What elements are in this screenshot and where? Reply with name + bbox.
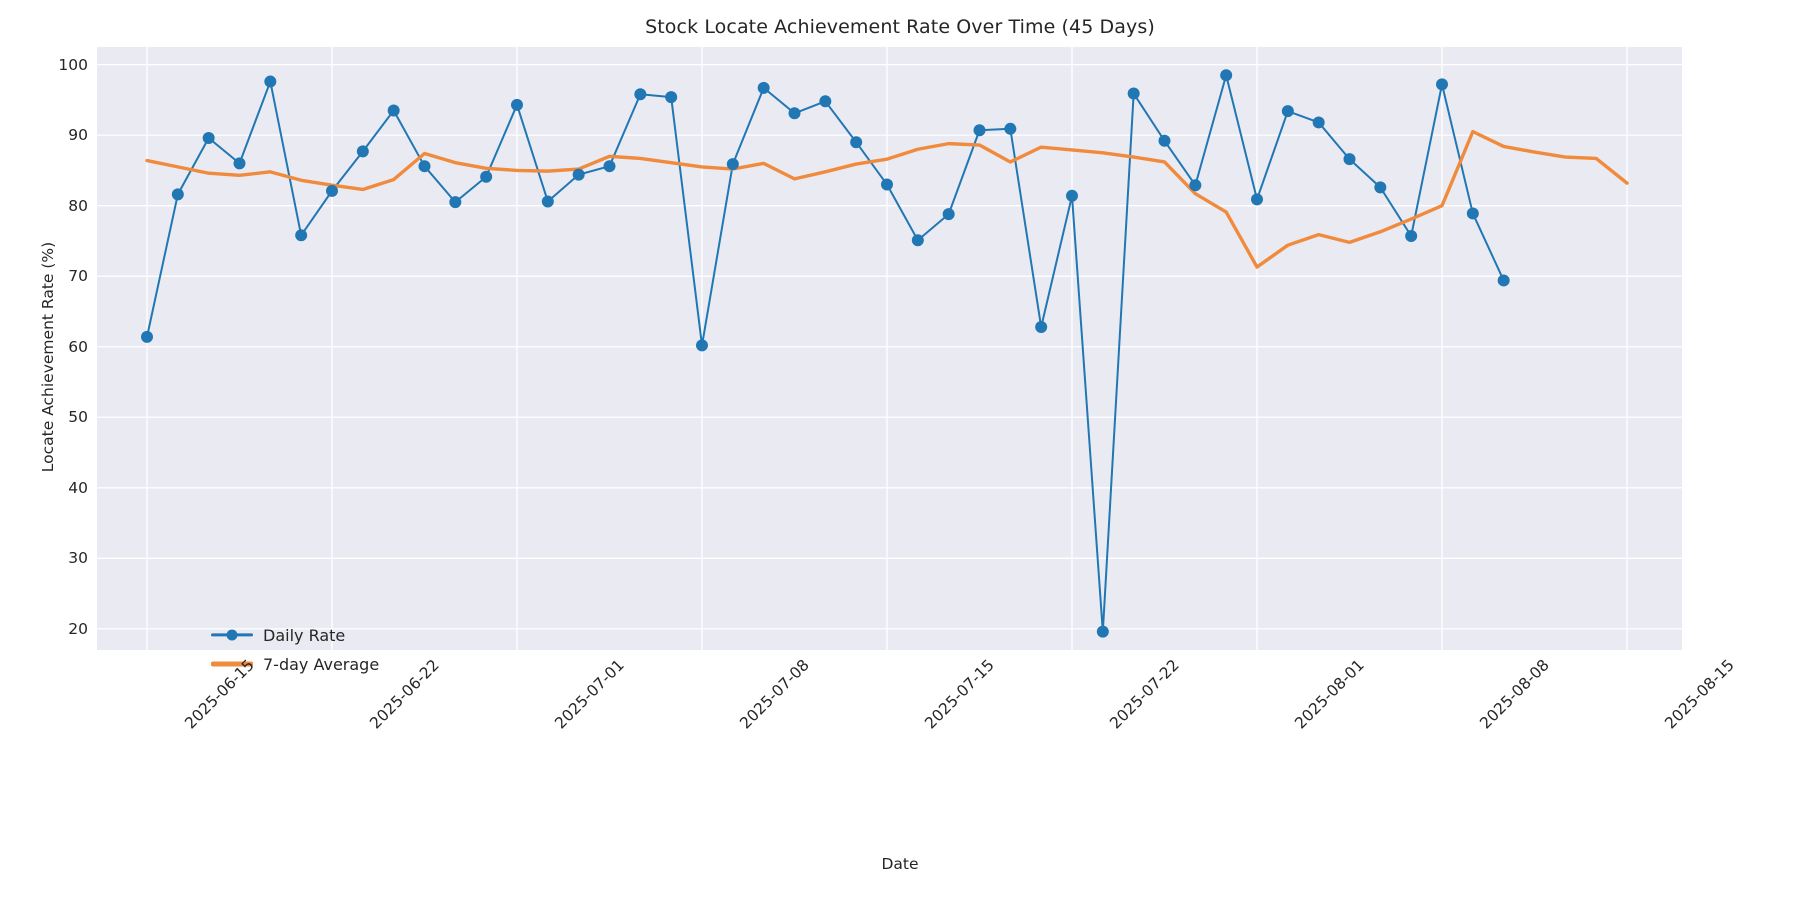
x-tick-label: 2025-08-08 xyxy=(1476,656,1553,733)
y-tick-label: 70 xyxy=(68,267,88,286)
data-series-layer xyxy=(141,69,1629,638)
y-tick-label: 40 xyxy=(68,478,88,497)
x-tick-label: 2025-06-22 xyxy=(366,656,443,733)
y-tick-label: 20 xyxy=(68,619,88,638)
chart-title: Stock Locate Achievement Rate Over Time … xyxy=(645,16,1155,38)
y-axis-tick-labels: 20 30 40 50 60 70 80 90 100 xyxy=(0,47,88,650)
legend-item-daily-rate[interactable]: Daily Rate xyxy=(211,623,379,647)
x-axis-label: Date xyxy=(881,855,919,873)
x-tick-label: 2025-07-01 xyxy=(551,656,628,733)
x-tick-label: 2025-08-01 xyxy=(1291,656,1368,733)
y-tick-label: 50 xyxy=(68,408,88,427)
legend-line-1 xyxy=(211,661,253,667)
y-tick-label: 30 xyxy=(68,549,88,568)
legend-swatch-line-icon xyxy=(211,654,253,674)
x-tick-label: 2025-07-08 xyxy=(736,656,813,733)
legend-label-daily-rate: Daily Rate xyxy=(263,625,346,645)
chart-legend: Daily Rate 7-day Average xyxy=(205,619,387,680)
y-tick-label: 60 xyxy=(68,337,88,356)
y-tick-label: 80 xyxy=(68,196,88,215)
x-tick-label: 2025-07-15 xyxy=(921,656,998,733)
x-axis-tick-labels: 2025-06-15 2025-06-22 2025-07-01 2025-07-08… xyxy=(0,656,1800,786)
x-tick-label: 2025-07-22 xyxy=(1106,656,1183,733)
legend-dot-0 xyxy=(226,629,238,641)
x-tick-label: 2025-08-15 xyxy=(1661,656,1738,733)
legend-label-seven-day-average: 7-day Average xyxy=(263,654,380,674)
plot-area: Daily Rate 7-day Average xyxy=(97,47,1682,674)
y-tick-label: 100 xyxy=(58,55,88,74)
legend-item-seven-day-average[interactable]: 7-day Average xyxy=(211,652,379,676)
y-axis-label: Locate Achievement Rate (%) xyxy=(39,241,57,473)
x-tick-label: 2025-06-15 xyxy=(181,656,258,733)
legend-swatch-line-marker-icon xyxy=(211,625,253,645)
y-tick-label: 90 xyxy=(68,126,88,145)
